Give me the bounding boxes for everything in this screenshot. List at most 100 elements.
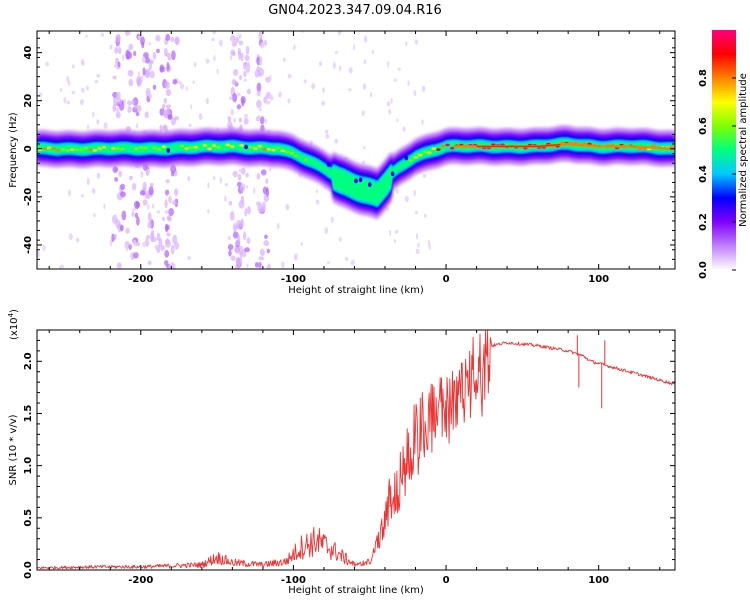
spectrogram-noise-blob [37, 250, 40, 258]
ridge-core [230, 145, 235, 148]
spectrogram-noise-blob [244, 54, 250, 62]
spectrogram-noise-blob [45, 61, 49, 67]
spectrogram-noise-blob [133, 252, 139, 259]
spectrogram-noise-blob [240, 195, 245, 204]
ridge-core [166, 148, 171, 153]
spectrogram-noise-blob [260, 169, 267, 176]
spectrogram-noise-blob [256, 82, 262, 93]
spectrogram-noise-blob [92, 111, 95, 118]
spectrogram-noise-blob [235, 257, 242, 266]
spectrogram-noise-blob [115, 91, 121, 100]
spectrogram-frame [36, 30, 676, 270]
spectrogram-noise-blob [81, 87, 85, 93]
spectrogram-noise-blob [120, 191, 126, 198]
spectrogram-noise-blob [114, 47, 119, 54]
ridge-core [161, 145, 166, 149]
spectrogram-noise-blob [256, 90, 261, 97]
ridge-core [97, 147, 102, 150]
spectrogram-noise-blob [166, 61, 170, 72]
spectrogram-noise-blob [321, 100, 326, 106]
ridge-core [184, 147, 189, 150]
spectrogram-noise-blob [294, 253, 298, 258]
spectrogram-noise-blob [128, 78, 134, 87]
ridge-core [74, 148, 79, 152]
spectrogram-noise-blob [163, 47, 168, 57]
spectrogram-noise-blob [207, 181, 210, 189]
spectrogram-noise-blob [170, 244, 175, 255]
spectrogram-noise-blob [253, 187, 256, 194]
spectrogram-noise-blob [164, 81, 170, 89]
spectrogram-noise-blob [156, 48, 160, 54]
spectrogram-noise-blob [174, 188, 179, 197]
x-tick-label: -100 [281, 575, 306, 586]
spectrogram-noise-blob [287, 73, 292, 79]
spectrogram-noise-blob [257, 114, 261, 121]
spectrogram-noise-blob [93, 213, 96, 218]
spectrogram-noise-blob [160, 244, 165, 251]
spectrogram-noise-blob [170, 36, 175, 43]
ridge-core [47, 146, 52, 150]
spectrogram-noise-blob [141, 56, 146, 63]
spectrogram-y-ticks: -40 -20 0 20 40 [23, 37, 675, 270]
spectrogram-noise-blob [136, 78, 142, 85]
spectrogram-noise-blob [277, 222, 280, 230]
spectrogram-noise-blob [81, 61, 85, 66]
spectrogram-noise-blob [246, 88, 251, 95]
spectrogram-noise-blob [238, 40, 244, 46]
spectrogram-noise-blob [146, 168, 150, 176]
ridge-core [358, 177, 363, 183]
snr-x-ticks: -200 -100 0 100 [48, 330, 661, 586]
spectrogram-noise-blob [103, 122, 108, 129]
snr-y-label: SNR (10 * v/v) [8, 414, 19, 485]
spectrogram-noise-blob [229, 211, 235, 221]
spectrogram-noise-blob [171, 50, 176, 61]
spectrogram-noise-blob [163, 112, 169, 119]
spectrogram-noise-blob [213, 54, 216, 62]
spectrogram-noise-blob [281, 261, 285, 269]
spectrogram-noise-blob [244, 247, 251, 253]
spectrogram-noise-blob [362, 83, 367, 90]
spectrogram-noise-blob [185, 86, 188, 92]
spectrogram-noise-blob [266, 187, 270, 197]
spectrogram-noise-blob [94, 79, 99, 84]
ridge-core [445, 143, 450, 147]
spectrogram-noise-blob [168, 207, 174, 217]
ridge-core [275, 146, 281, 150]
spectrogram-noise-blob [245, 185, 249, 189]
y-tick-label: 0 [23, 145, 34, 152]
spectrogram-noise-blob [414, 211, 418, 215]
spectrogram-noise-blob [390, 97, 393, 104]
spectrogram-noise-blob [266, 248, 271, 254]
spectrogram-noise-blob [256, 172, 261, 180]
spectrogram-noise-blob [258, 256, 265, 261]
spectrogram-noise-blob [237, 92, 241, 96]
spectrogram-noise-blob [67, 80, 71, 86]
ridge-core [248, 145, 253, 149]
colorbar-tick-label: 0.0 [698, 261, 709, 279]
ridge-core [244, 144, 248, 150]
spectrogram-noise-blob [254, 262, 259, 268]
spectrogram-noise-blob [224, 182, 229, 187]
spectrogram-noise-blob [166, 232, 171, 237]
spectrogram-noise-blob [115, 219, 121, 229]
spectrogram-noise-blob [192, 80, 195, 84]
ridge-core [179, 144, 185, 148]
ridge-core [436, 148, 441, 151]
spectrogram-noise-blob [180, 83, 184, 90]
spectrogram-noise-blob [63, 96, 67, 104]
ridge-core [413, 156, 418, 159]
spectrogram-noise-blob [147, 204, 150, 210]
spectrogram-noise-blob [123, 98, 126, 106]
ridge-core [60, 148, 66, 151]
colorbar-tick-label: 0.2 [698, 213, 709, 231]
spectrogram-noise-blob [386, 101, 391, 107]
spectrogram-noise-blob [168, 264, 172, 269]
spectrogram-noise-blob [80, 194, 85, 198]
ridge-core [326, 162, 331, 168]
spectrogram-noise-blob [155, 34, 161, 42]
spectrogram-noise-blob [100, 32, 104, 38]
ridge-core [216, 145, 221, 149]
spectrogram-noise-blob [148, 42, 152, 46]
